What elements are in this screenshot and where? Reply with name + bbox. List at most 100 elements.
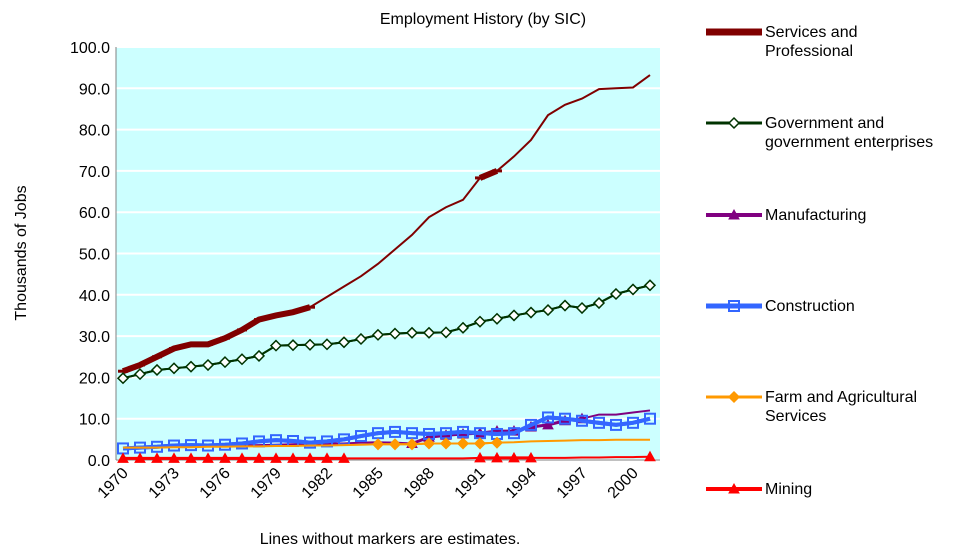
point-marker xyxy=(388,438,402,451)
x-tick-label: 1985 xyxy=(350,465,387,502)
point-marker xyxy=(609,287,623,301)
point-marker xyxy=(389,425,401,438)
marked-segment xyxy=(122,415,651,451)
point-marker xyxy=(338,452,350,463)
point-marker xyxy=(304,452,316,463)
x-tick-label: 1982 xyxy=(299,465,336,502)
point-marker xyxy=(150,363,164,377)
footnote: Lines without markers are estimates. xyxy=(260,531,521,548)
point-marker xyxy=(422,326,436,339)
point-marker xyxy=(473,315,487,328)
point-marker xyxy=(185,439,197,452)
point-marker xyxy=(559,412,571,425)
point-marker xyxy=(270,452,282,463)
point-marker xyxy=(167,362,181,375)
legend-marker xyxy=(727,116,741,130)
point-marker xyxy=(405,438,419,451)
y-tick-label: 50.0 xyxy=(79,247,110,264)
x-tick-label: 2000 xyxy=(605,465,642,502)
point-marker xyxy=(490,312,504,325)
point-marker xyxy=(321,452,333,463)
point-marker xyxy=(133,368,147,381)
point-marker xyxy=(610,418,622,431)
point-marker xyxy=(168,452,180,463)
point-marker xyxy=(304,436,316,449)
point-marker xyxy=(541,304,555,317)
y-tick-label: 0.0 xyxy=(88,453,110,470)
point-marker xyxy=(422,437,436,450)
point-marker xyxy=(252,349,266,362)
y-tick-label: 10.0 xyxy=(79,412,110,429)
point-marker xyxy=(236,437,248,450)
point-marker xyxy=(355,430,367,443)
point-marker xyxy=(490,436,504,449)
chart-title: Employment History (by SIC) xyxy=(380,11,586,28)
point-marker xyxy=(372,427,384,440)
legend-label: Services and Professional xyxy=(765,24,858,60)
legend-marker xyxy=(728,208,740,220)
point-marker xyxy=(508,427,520,440)
y-tick-label: 20.0 xyxy=(79,370,110,387)
point-marker xyxy=(405,326,419,339)
point-marker xyxy=(371,438,385,451)
point-marker xyxy=(542,411,554,424)
x-tick-label: 1994 xyxy=(503,465,540,502)
legend-marker xyxy=(728,300,740,312)
point-marker xyxy=(473,437,487,450)
point-marker xyxy=(303,338,317,351)
point-marker xyxy=(134,452,146,463)
point-marker xyxy=(388,327,402,340)
legend-label: Manufacturing xyxy=(765,207,867,224)
point-marker xyxy=(508,451,520,463)
point-marker xyxy=(185,452,197,463)
point-marker xyxy=(354,332,368,346)
point-marker xyxy=(219,452,231,463)
point-marker xyxy=(643,279,657,292)
point-marker xyxy=(337,336,351,349)
point-marker xyxy=(320,338,334,351)
point-marker xyxy=(117,452,129,463)
point-marker xyxy=(524,306,538,319)
x-tick-label: 1976 xyxy=(197,465,234,502)
y-tick-label: 80.0 xyxy=(79,123,110,140)
x-tick-label: 1991 xyxy=(452,465,489,502)
point-marker xyxy=(168,439,180,452)
x-tick-label: 1988 xyxy=(401,465,438,502)
point-marker xyxy=(525,418,537,431)
y-tick-label: 60.0 xyxy=(79,205,110,222)
point-marker xyxy=(286,339,300,352)
point-marker xyxy=(202,439,214,452)
point-marker xyxy=(457,425,469,438)
legend-label: Farm and Agricultural Services xyxy=(765,389,918,425)
point-marker xyxy=(575,301,589,315)
point-marker xyxy=(456,321,470,334)
legend-label: Government and government enterprises xyxy=(765,115,934,151)
x-tick-label: 1973 xyxy=(146,465,183,502)
y-tick-label: 90.0 xyxy=(79,81,110,98)
y-tick-label: 100.0 xyxy=(70,40,110,57)
x-tick-label: 1979 xyxy=(248,465,285,502)
point-marker xyxy=(371,328,385,341)
point-marker xyxy=(236,452,248,463)
point-marker xyxy=(456,437,470,450)
point-marker xyxy=(627,416,639,429)
y-axis-label: Thousands of Jobs xyxy=(13,185,30,320)
point-marker xyxy=(439,437,453,450)
point-marker xyxy=(593,416,605,429)
point-marker xyxy=(253,452,265,463)
point-marker xyxy=(201,358,215,372)
point-marker xyxy=(592,296,606,310)
y-tick-label: 30.0 xyxy=(79,329,110,346)
point-marker xyxy=(218,356,232,369)
x-tick-label: 1997 xyxy=(554,465,591,502)
point-marker xyxy=(626,283,640,296)
legend-marker xyxy=(727,390,741,404)
point-marker xyxy=(439,326,453,339)
point-marker xyxy=(474,451,486,463)
point-marker xyxy=(269,339,283,352)
point-marker xyxy=(406,427,418,440)
point-marker xyxy=(576,414,588,427)
x-tick-label: 1970 xyxy=(95,465,132,502)
point-marker xyxy=(184,360,198,373)
